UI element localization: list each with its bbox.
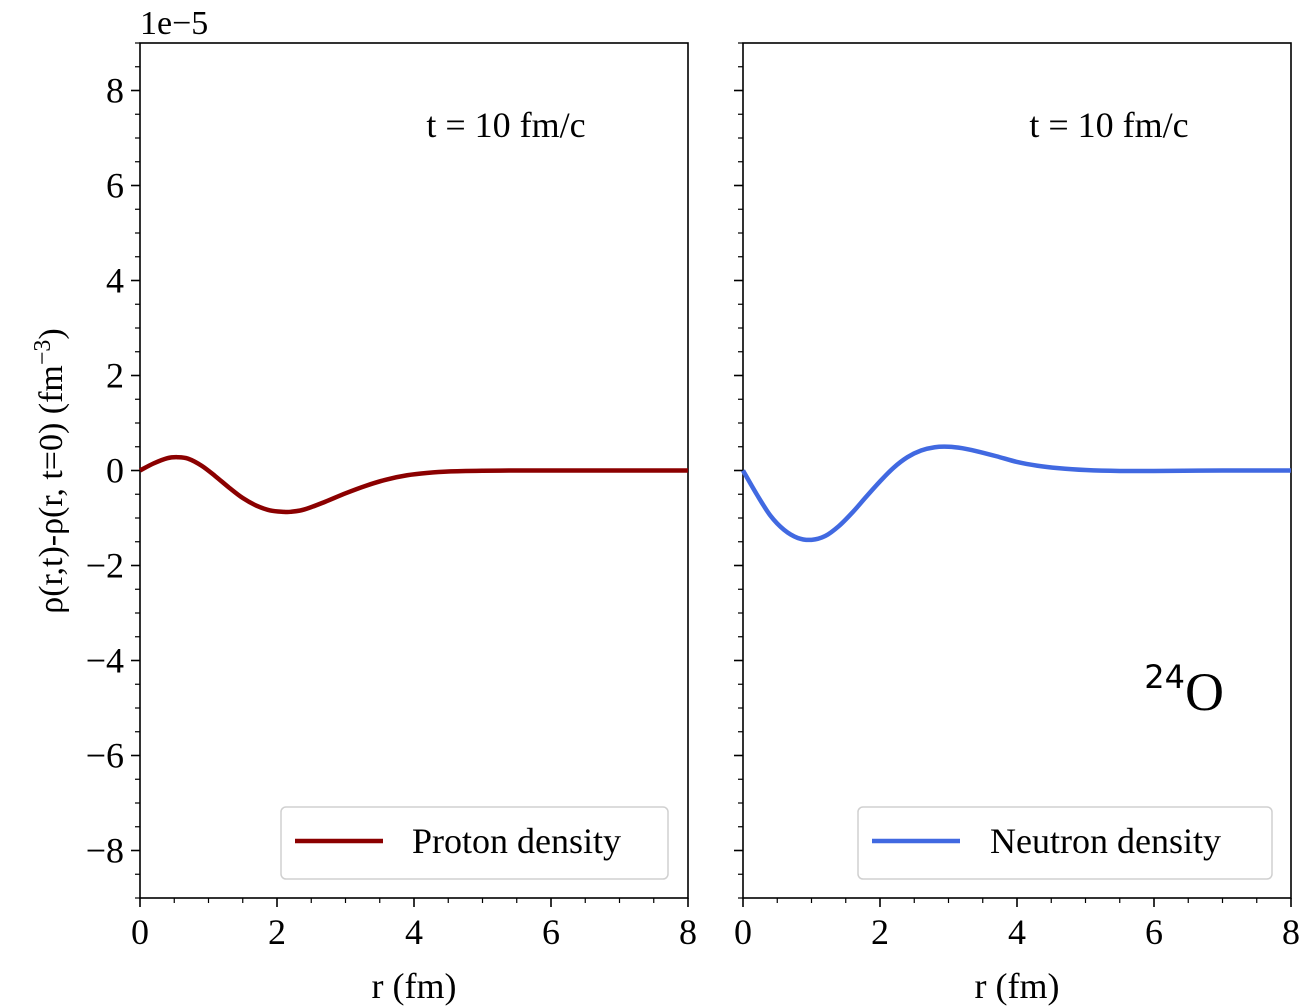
proton-panel: 0 2 4 6 8 −8 −6 −4 −2 0 2 4 6 8 t = 10 fm/c r (fm) P… (86, 42, 697, 1006)
neutron-x-tick-label: 6 (1145, 912, 1163, 952)
neutron-x-tick-label: 8 (1282, 912, 1300, 952)
proton-x-tick-label: 8 (679, 912, 697, 952)
y-axis-label-main: ρ(r,t)-ρ(r, t=0) (fm (33, 365, 70, 614)
y-tick-label: 4 (106, 261, 124, 301)
neutron-panel-y-ticks (734, 42, 743, 899)
neutron-panel-series (741, 444, 1292, 543)
proton-legend: Proton density (280, 806, 669, 880)
neutron-legend-label: Neutron density (990, 821, 1221, 861)
proton-panel-series (138, 454, 688, 515)
y-tick-label: −2 (86, 546, 124, 586)
neutron-x-tick-label: 0 (734, 912, 752, 952)
neutron-x-tick-label: 2 (871, 912, 889, 952)
y-tick-label: 8 (106, 71, 124, 111)
y-axis-label-close: ) (33, 328, 70, 339)
proton-density-line (138, 454, 688, 515)
y-offset-text: 1e−5 (140, 5, 208, 42)
y-tick-label: −4 (86, 641, 124, 681)
nucleus-mass-number: 24 (1144, 658, 1185, 696)
neutron-panel-x-axis-label: r (fm) (975, 966, 1060, 1006)
y-tick-label: 0 (106, 451, 124, 491)
y-tick-label: 6 (106, 166, 124, 206)
neutron-legend: Neutron density (857, 806, 1273, 880)
proton-legend-label: Proton density (412, 821, 621, 861)
proton-x-tick-label: 4 (405, 912, 423, 952)
neutron-x-tick-label: 4 (1008, 912, 1026, 952)
nucleus-label: 24O (1144, 658, 1224, 722)
y-tick-label: −6 (86, 736, 124, 776)
nucleus-symbol: O (1185, 662, 1224, 722)
proton-panel-y-ticks: −8 −6 −4 −2 0 2 4 6 8 (86, 42, 140, 899)
proton-panel-time-annotation: t = 10 fm/c (426, 105, 585, 145)
proton-panel-x-axis-label: r (fm) (372, 966, 457, 1006)
neutron-density-line (741, 444, 1292, 543)
proton-panel-x-ticks: 0 2 4 6 8 (131, 898, 697, 952)
y-tick-label: 2 (106, 356, 124, 396)
proton-x-tick-label: 2 (268, 912, 286, 952)
proton-x-tick-label: 0 (131, 912, 149, 952)
neutron-legend-box (857, 806, 1273, 880)
y-axis-label-exponent: −3 (30, 340, 56, 366)
y-tick-label: −8 (86, 831, 124, 871)
y-axis-label: ρ(r,t)-ρ(r, t=0) (fm−3) (30, 328, 70, 614)
proton-x-tick-label: 6 (542, 912, 560, 952)
proton-legend-box (280, 806, 669, 880)
neutron-panel-x-ticks: 0 2 4 6 8 (734, 898, 1300, 952)
neutron-panel-time-annotation: t = 10 fm/c (1029, 105, 1188, 145)
